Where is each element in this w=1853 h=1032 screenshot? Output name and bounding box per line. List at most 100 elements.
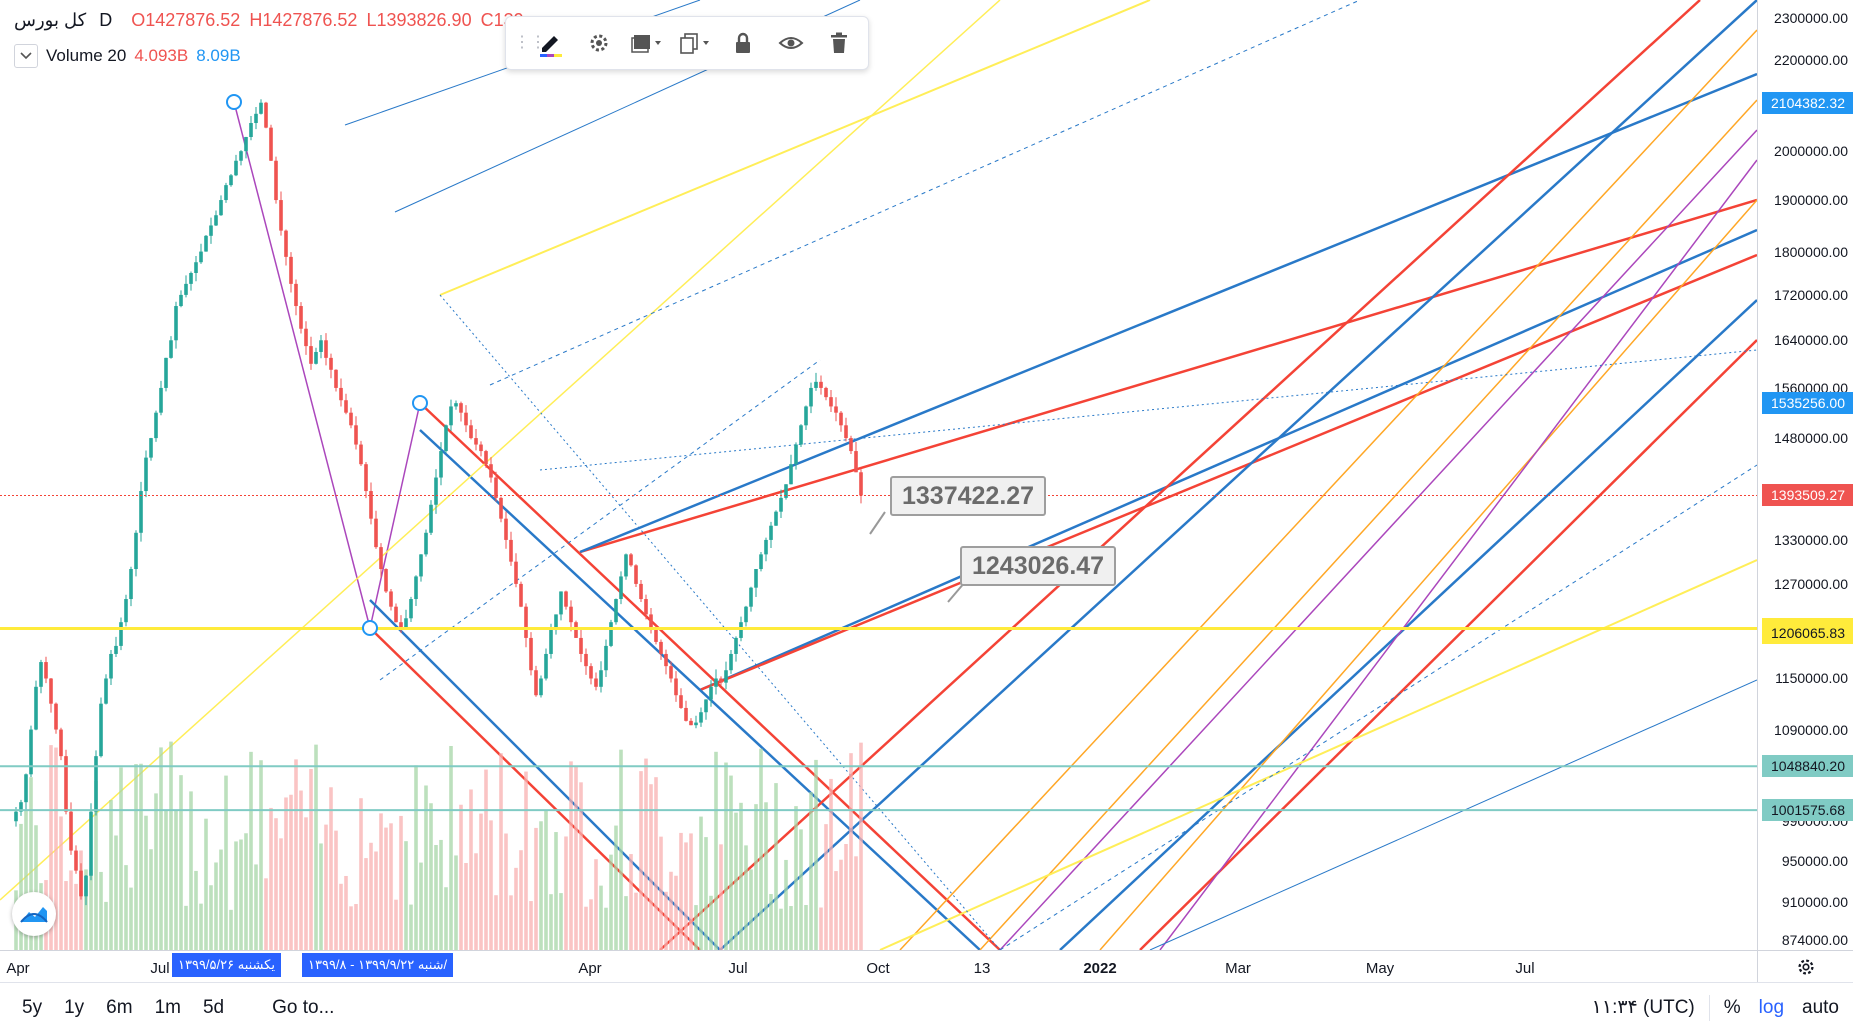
drawing-toolbar[interactable]: ⋮⋮ [505, 16, 869, 70]
volume-bar [499, 753, 503, 950]
candle-body [359, 444, 363, 465]
volume-bar [779, 908, 783, 950]
dotted-blue-2 [539, 349, 1757, 471]
volume-bar [799, 829, 803, 950]
volume-bar [154, 793, 158, 950]
callout-pointer [869, 511, 886, 535]
volume-bar [239, 839, 243, 950]
fan-red [659, 0, 1701, 950]
volume-bar [784, 859, 788, 950]
volume-bar [769, 894, 773, 950]
price-callout-1[interactable]: 1337422.27 [890, 476, 1047, 516]
drag-handle-icon[interactable]: ⋮⋮ [514, 34, 546, 51]
volume-bar [454, 855, 458, 950]
volume-bar [504, 833, 508, 950]
auto-toggle[interactable]: auto [1802, 996, 1839, 1018]
volume-bar [49, 745, 53, 950]
symbol-legend[interactable]: کل بورس D O1427876.52 H1427876.52 L13938… [14, 10, 524, 31]
low-value: L1393826.90 [366, 10, 472, 30]
volume-bar [459, 804, 463, 950]
percent-toggle[interactable]: % [1723, 996, 1741, 1018]
volume-bar [319, 843, 323, 950]
candle-body [209, 225, 213, 236]
candle-body [604, 645, 608, 671]
time-tick-label: Jul [1515, 960, 1535, 977]
volume-bar [89, 869, 93, 950]
clock-label[interactable]: ۱۱:۳۴ (UTC) [1591, 997, 1695, 1018]
gear-icon[interactable] [578, 23, 620, 63]
price-callout-2[interactable]: 1243026.47 [960, 546, 1117, 586]
time-tick-label: Apr [6, 960, 30, 977]
volume-bar [609, 854, 613, 950]
range-1m-button[interactable]: 1m [154, 996, 181, 1018]
lock-icon[interactable] [722, 23, 764, 63]
fan-purple-2 [1159, 159, 1757, 950]
candle-body [164, 357, 168, 388]
range-1y-button[interactable]: 1y [64, 996, 85, 1018]
tradingview-logo-icon[interactable] [12, 892, 56, 936]
volume-bar [704, 837, 708, 950]
volume-bar [804, 905, 808, 950]
volume-bar [434, 845, 438, 950]
candle-body [389, 591, 393, 607]
chart-settings-gear-icon[interactable] [1757, 950, 1853, 983]
volume-bar [564, 836, 568, 950]
volume-bar [69, 870, 73, 950]
volume-bar [179, 775, 183, 950]
time-axis[interactable]: یکشنبه ۱۳۹۹/۵/۲۶ شنبه ۱۳۹۹/۹/۲۲ - ۱۳۹۹/۸… [0, 950, 1757, 983]
chart-pane[interactable]: کل بورس D O1427876.52 H1427876.52 L13938… [0, 0, 1757, 950]
bottom-toolbar[interactable]: 5y 1y 6m 1m 5d Go to... ۱۱:۳۴ (UTC) % lo… [0, 982, 1853, 1032]
candle-body [174, 306, 178, 341]
candle-body [484, 451, 488, 465]
candle-body [464, 412, 468, 426]
candle-body [714, 678, 718, 687]
candle-body [624, 554, 628, 577]
candle-body [764, 539, 768, 555]
candle-body [644, 599, 648, 615]
candle-body [574, 622, 578, 638]
price-tick-label: 1640000.00 [1774, 332, 1848, 349]
volume-bar [789, 906, 793, 950]
volume-bar [124, 865, 128, 950]
symbol-title[interactable]: کل بورس [14, 10, 87, 30]
clone-icon[interactable] [674, 23, 716, 63]
volume-bar [244, 833, 248, 950]
volume-bar [834, 871, 838, 950]
candle-body [709, 686, 713, 700]
volume-bar [654, 777, 658, 950]
range-5y-button[interactable]: 5y [22, 996, 43, 1018]
volume-bar [699, 816, 703, 950]
eye-icon[interactable] [770, 23, 812, 63]
candle-body [789, 464, 793, 485]
candle-body [664, 653, 668, 667]
candle-body [59, 729, 63, 757]
price-badge: 1001575.68 [1762, 799, 1853, 822]
chevron-down-icon[interactable] [14, 44, 38, 68]
price-badge: 1535256.00 [1762, 392, 1853, 415]
candle-body [804, 406, 808, 426]
price-chart[interactable] [0, 0, 1757, 950]
volume-bar [59, 816, 63, 950]
pencil-icon[interactable] [530, 23, 572, 63]
price-badge: 1048840.20 [1762, 755, 1853, 778]
candle-body [599, 670, 603, 687]
price-badge: 2104382.32 [1762, 91, 1853, 114]
volume-bar [664, 891, 668, 950]
price-tick-label: 1560000.00 [1774, 379, 1848, 396]
price-axis[interactable]: 2300000.00 2200000.00 2000000.00 1900000.00… [1757, 0, 1853, 950]
volume-bar [394, 899, 398, 950]
volume-bar [344, 875, 348, 950]
trash-icon[interactable] [818, 23, 860, 63]
anchor-handle [362, 620, 378, 636]
go-to-button[interactable]: Go to... [272, 996, 335, 1018]
candle-body [194, 262, 198, 273]
candle-body [309, 346, 313, 364]
volume-legend[interactable]: Volume 20 4.093B 8.09B [14, 44, 241, 68]
range-6m-button[interactable]: 6m [106, 996, 133, 1018]
log-toggle[interactable]: log [1758, 996, 1785, 1018]
range-5d-button[interactable]: 5d [202, 996, 225, 1018]
volume-bar [844, 844, 848, 950]
candle-body [374, 518, 378, 548]
candle-body [139, 491, 143, 533]
layers-icon[interactable] [626, 23, 668, 63]
